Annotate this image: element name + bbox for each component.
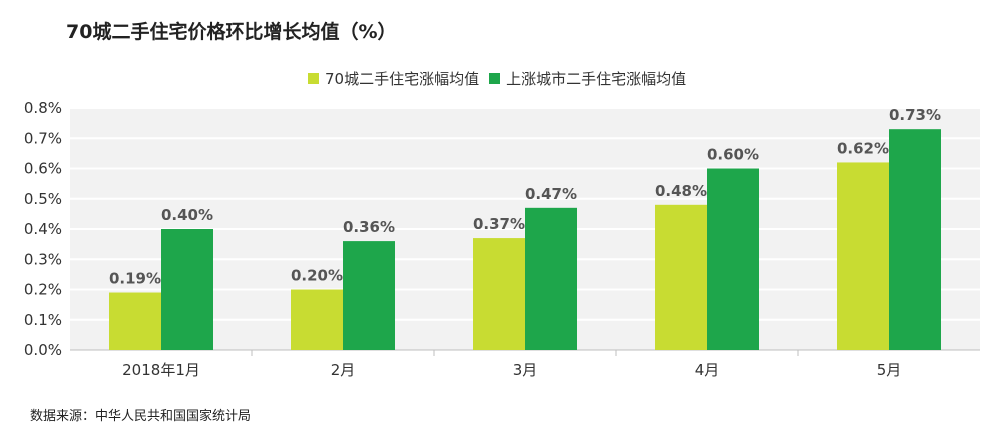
x-tick-label: 4月 (695, 361, 720, 379)
chart-legend: 70城二手住宅涨幅均值 上涨城市二手住宅涨幅均值 (308, 68, 696, 89)
data-label-series-2: 0.73% (889, 106, 941, 124)
bar-series-1 (109, 292, 161, 350)
data-label-series-2: 0.40% (161, 206, 213, 224)
chart-title: 70城二手住宅价格环比增长均值（%） (66, 21, 397, 43)
y-tick-label: 0.5% (24, 190, 62, 208)
data-label-series-1: 0.48% (655, 182, 707, 200)
y-tick-label: 0.0% (24, 341, 62, 359)
bar-series-1 (291, 289, 343, 350)
data-source-note: 数据来源：中华人民共和国国家统计局 (30, 409, 252, 424)
bar-series-2 (707, 168, 759, 350)
data-label-series-2: 0.47% (525, 185, 577, 203)
legend-item-series-1: 70城二手住宅涨幅均值 (308, 68, 479, 89)
bar-series-1 (473, 238, 525, 350)
legend-label-series-2: 上涨城市二手住宅涨幅均值 (506, 70, 687, 88)
data-label-series-2: 0.60% (707, 146, 759, 164)
bar-series-2 (525, 207, 577, 350)
bar-series-2 (161, 229, 213, 350)
y-tick-label: 0.2% (24, 281, 62, 299)
x-tick-label: 5月 (877, 361, 902, 379)
data-label-series-2: 0.36% (343, 218, 395, 236)
y-tick-label: 0.3% (24, 250, 62, 268)
legend-item-series-2: 上涨城市二手住宅涨幅均值 (489, 68, 686, 89)
y-tick-label: 0.1% (24, 311, 62, 329)
bar-series-2 (889, 129, 941, 350)
x-tick-label: 2018年1月 (122, 361, 200, 379)
bar-series-1 (837, 162, 889, 350)
y-tick-label: 0.4% (24, 220, 62, 238)
x-tick-label: 2月 (331, 361, 356, 379)
data-label-series-1: 0.19% (109, 270, 161, 288)
bar-series-1 (655, 204, 707, 350)
data-label-series-1: 0.62% (837, 139, 889, 157)
y-tick-label: 0.6% (24, 160, 62, 178)
legend-label-series-1: 70城二手住宅涨幅均值 (325, 70, 480, 88)
legend-swatch-series-1 (308, 73, 319, 84)
legend-swatch-series-2 (489, 73, 501, 84)
y-tick-label: 0.8% (24, 99, 62, 117)
y-tick-label: 0.7% (24, 129, 62, 147)
x-tick-label: 3月 (513, 361, 538, 379)
data-label-series-1: 0.37% (473, 215, 525, 233)
bar-series-2 (343, 241, 395, 350)
data-label-series-1: 0.20% (291, 267, 343, 285)
